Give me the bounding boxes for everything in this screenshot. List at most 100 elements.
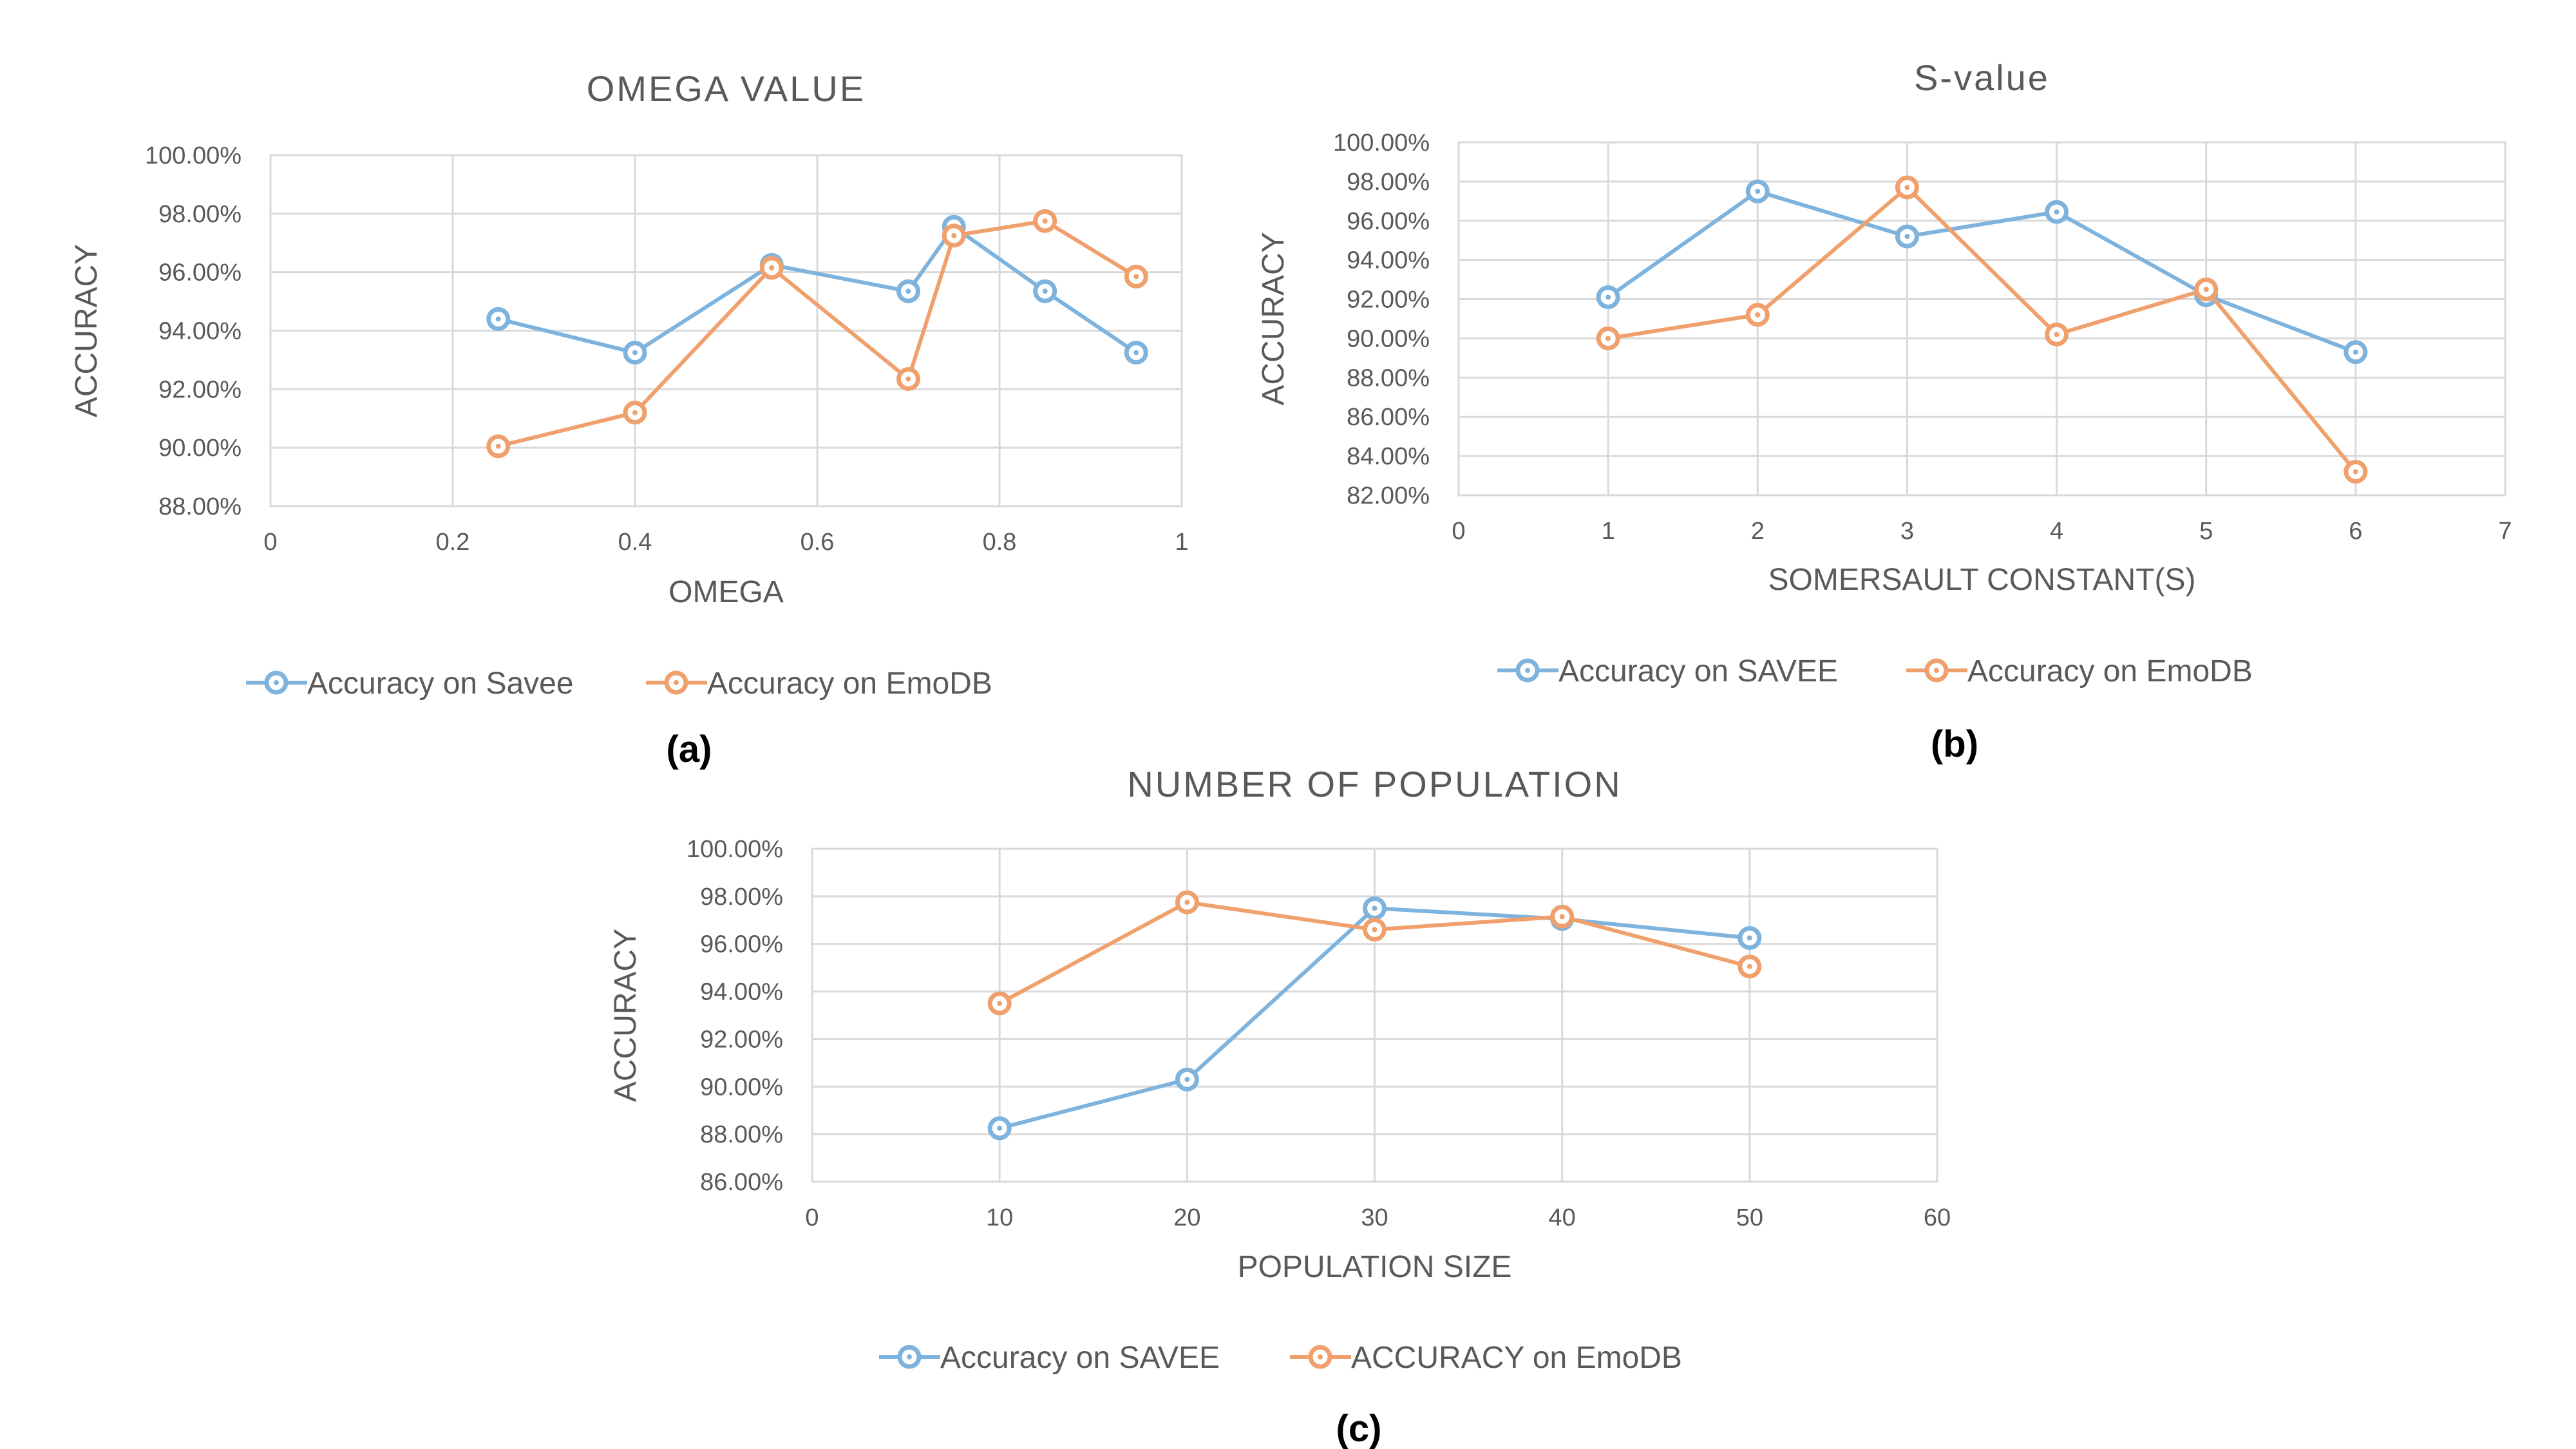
y-tick-label: 88.00% xyxy=(158,493,242,520)
data-point-center xyxy=(1133,274,1139,279)
x-tick-label: 0 xyxy=(1452,518,1465,545)
y-axis-label: ACCURACY xyxy=(70,244,104,417)
x-tick-label: 10 xyxy=(986,1204,1013,1231)
y-tick-label: 94.00% xyxy=(1347,247,1430,274)
data-point-center xyxy=(1133,350,1139,355)
y-tick-label: 100.00% xyxy=(1333,129,1430,156)
data-point-center xyxy=(1904,234,1910,240)
x-tick-label: 0 xyxy=(263,529,277,556)
data-point-center xyxy=(2353,349,2358,355)
legend-label-emodb: Accuracy on EmoDB xyxy=(707,667,992,701)
chart-omega-value: 88.00% 90.00% 92.00% 94.00% 96.00% 98.00% 1 0 0.… xyxy=(70,68,1189,770)
legend-marker-center xyxy=(1318,1354,1323,1359)
data-point-center xyxy=(1747,935,1752,941)
legend-label-savee: Accuracy on SAVEE xyxy=(1558,654,1838,688)
chart-number-of-population: 86.00% 88.00% 90.00% 92.00% 94.00% 96.00% 98.0… xyxy=(609,764,1951,1449)
x-axis-label: OMEGA xyxy=(668,575,784,609)
panel-label: (b) xyxy=(1931,723,1978,765)
y-tick-label: 92.00% xyxy=(700,1026,783,1053)
legend-label-emodb: Accuracy on EmoDB xyxy=(1967,654,2253,688)
x-tick-label: 0.2 xyxy=(436,529,470,556)
data-point-center xyxy=(2353,469,2358,475)
y-tick-label: 96.00% xyxy=(700,931,783,958)
data-point-center xyxy=(1372,905,1378,911)
data-point-center xyxy=(2054,209,2060,215)
chart-title: OMEGA VALUE xyxy=(587,68,866,109)
x-tick-label: 0 xyxy=(805,1204,819,1231)
data-point-center xyxy=(951,232,957,238)
data-point-center xyxy=(2203,287,2209,292)
x-tick-label: 1 xyxy=(1175,529,1188,556)
y-tick-label: 84.00% xyxy=(1347,443,1430,470)
data-point-center xyxy=(1904,185,1910,191)
y-tick-label: 96.00% xyxy=(1347,208,1430,235)
data-point-center xyxy=(1184,900,1190,905)
y-tick-label: 86.00% xyxy=(1347,404,1430,431)
data-point-center xyxy=(1042,289,1048,294)
x-tick-label: 0.4 xyxy=(618,529,652,556)
panel-label: (c) xyxy=(1336,1408,1382,1449)
y-tick-label: 86.00% xyxy=(700,1169,783,1196)
x-tick-label: 5 xyxy=(2199,518,2213,545)
panel-label: (a) xyxy=(667,728,712,770)
y-tick-label: 94.00% xyxy=(700,979,783,1006)
data-point-center xyxy=(1605,336,1611,341)
y-axis-label: ACCURACY xyxy=(1256,232,1291,405)
x-tick-label: 3 xyxy=(1900,518,1914,545)
data-point-center xyxy=(1184,1077,1190,1083)
data-point-center xyxy=(905,289,911,294)
data-point-center xyxy=(1755,312,1761,317)
y-tick-label: 82.00% xyxy=(1347,482,1430,509)
data-point-center xyxy=(1372,927,1378,933)
y-tick-label: 90.00% xyxy=(700,1074,783,1101)
legend-label-emodb: ACCURACY on EmoDB xyxy=(1351,1341,1682,1375)
data-point-center xyxy=(1747,963,1752,969)
y-tick-label: 94.00% xyxy=(158,318,242,345)
y-tick-label: 88.00% xyxy=(1347,365,1430,392)
chart-title: S-value xyxy=(1914,57,2050,98)
legend-marker-center xyxy=(907,1354,912,1359)
x-tick-label: 50 xyxy=(1736,1204,1763,1231)
legend-marker-center xyxy=(674,680,679,685)
data-point-center xyxy=(1559,914,1565,920)
y-tick-label: 98.00% xyxy=(700,884,783,911)
x-tick-label: 0.8 xyxy=(983,529,1017,556)
data-point-center xyxy=(495,443,501,449)
series-line-savee xyxy=(1607,189,2356,354)
x-tick-label: 7 xyxy=(2498,518,2512,545)
data-point-center xyxy=(905,376,911,382)
series-line-emodb xyxy=(1607,185,2358,473)
y-tick-label: 88.00% xyxy=(700,1121,783,1148)
y-tick-label: 100.00% xyxy=(687,836,783,863)
x-tick-label: 40 xyxy=(1549,1204,1576,1231)
data-point-center xyxy=(1755,189,1761,194)
y-tick-label: 98.00% xyxy=(158,201,242,228)
data-point-center xyxy=(2054,332,2060,337)
data-point-center xyxy=(769,265,775,270)
chart-title: NUMBER OF POPULATION xyxy=(1127,764,1622,804)
x-tick-label: 0.6 xyxy=(800,529,835,556)
x-axis-label: POPULATION SIZE xyxy=(1238,1250,1512,1284)
y-axis-label: ACCURACY xyxy=(609,929,643,1102)
data-point-center xyxy=(632,350,638,355)
data-point-center xyxy=(997,1125,1003,1131)
legend-label-savee: Accuracy on SAVEE xyxy=(940,1341,1220,1375)
y-tick-label: 96.00% xyxy=(158,260,242,287)
data-point-center xyxy=(1042,218,1048,224)
y-tick-label: 90.00% xyxy=(1347,325,1430,352)
x-tick-label: 30 xyxy=(1361,1204,1388,1231)
y-tick-label: 90.00% xyxy=(158,435,242,462)
data-point-center xyxy=(632,410,638,415)
x-tick-label: 2 xyxy=(1751,518,1765,545)
y-tick-label: 92.00% xyxy=(1347,287,1430,314)
data-point-center xyxy=(1605,294,1611,300)
y-tick-label: 92.00% xyxy=(158,376,242,403)
chart-s-value: 82.00% 84.00% 86.00% 88.00% 90.00% 92.00% 94.0… xyxy=(1256,57,2512,765)
legend-marker-center xyxy=(1934,668,1939,673)
x-tick-label: 1 xyxy=(1602,518,1615,545)
legend-marker-center xyxy=(274,680,279,685)
x-axis-label: SOMERSAULT CONSTANT(S) xyxy=(1768,563,2195,597)
data-point-center xyxy=(495,316,501,322)
